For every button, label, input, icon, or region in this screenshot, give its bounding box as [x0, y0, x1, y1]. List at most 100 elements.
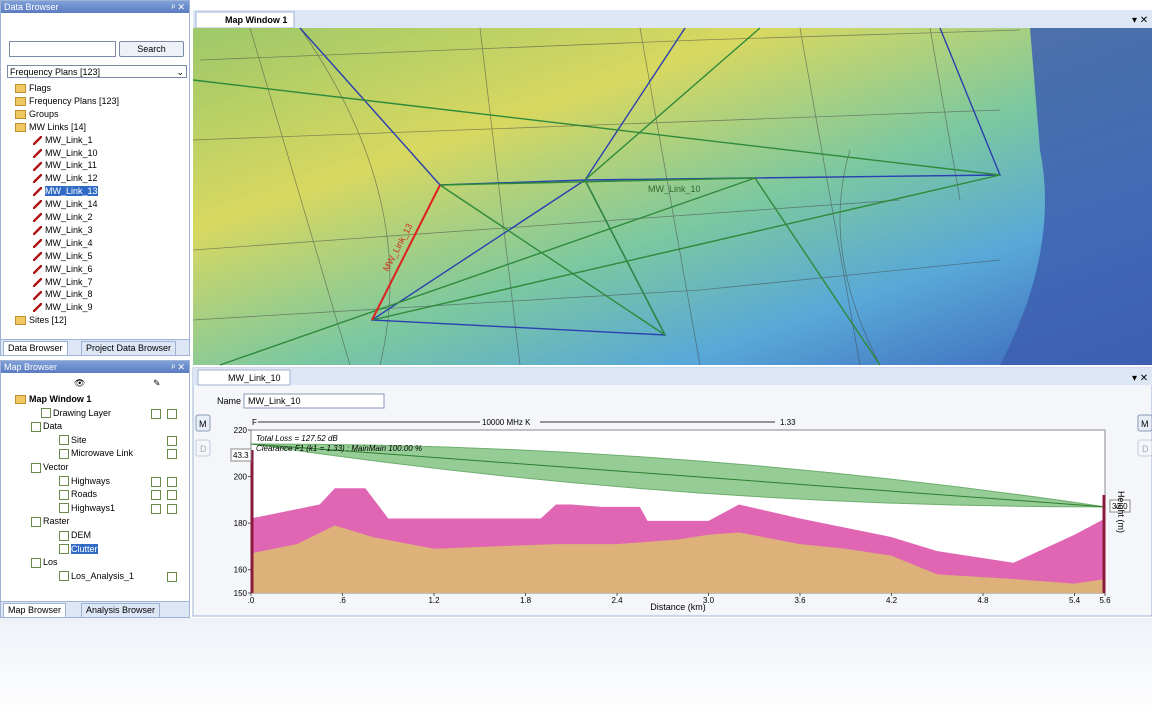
checkbox[interactable] [167, 476, 177, 487]
checkbox[interactable] [167, 408, 177, 419]
tree-item[interactable]: Map Window 1 [15, 393, 91, 405]
tree-item[interactable]: MW_Link_7 [33, 276, 93, 288]
tree-item[interactable]: Clutter [59, 543, 98, 555]
x-tick-label: 3.6 [794, 596, 806, 605]
tree-item[interactable]: MW_Link_4 [33, 237, 93, 249]
item-label: DEM [71, 530, 91, 540]
tree-item[interactable]: MW_Link_3 [33, 224, 93, 236]
checkbox[interactable] [151, 490, 161, 501]
tree-item[interactable]: Los [31, 556, 58, 568]
dropdown[interactable]: Frequency Plans [123] ⌄ [7, 65, 187, 78]
tree-item[interactable]: Data [31, 420, 62, 432]
m-button-label: M [199, 419, 207, 429]
tree-item[interactable]: Los_Analysis_1 [59, 570, 177, 582]
y-tick-label: 200 [234, 473, 248, 482]
tree-item[interactable]: MW_Link_10 [33, 147, 98, 159]
profile-close[interactable]: ▾ ✕ [1132, 373, 1148, 384]
links [192, 27, 1002, 366]
tree-item[interactable]: Microwave Link [59, 447, 177, 460]
panel-title: Map Browser ᵖ ✕ [1, 361, 189, 373]
height-box [230, 448, 252, 462]
tree-item[interactable]: MW_Link_1 [33, 134, 93, 146]
icon [59, 544, 69, 555]
search-input[interactable] [9, 41, 116, 57]
tree-item[interactable]: MW_Link_9 [33, 301, 93, 313]
eye-icon[interactable]: 👁 [74, 378, 86, 388]
map[interactable] [193, 28, 1152, 365]
tree-item[interactable]: Vector [31, 461, 69, 473]
m-button-label: M [1141, 419, 1149, 429]
tree-item[interactable]: MW_Link_5 [33, 250, 93, 262]
tree-item[interactable]: MW_Link_13 [33, 185, 98, 197]
tree-item[interactable]: MW_Link_2 [33, 211, 93, 223]
tree-item[interactable]: DEM [59, 529, 91, 541]
search-button[interactable]: Search [119, 41, 184, 57]
icon [15, 84, 26, 94]
tab-bar: Map Browser Analysis Browser [1, 601, 189, 618]
tree-item[interactable]: Raster [31, 515, 70, 528]
item-label: Roads [71, 489, 98, 500]
item-label: Los_Analysis_1 [71, 570, 135, 581]
tree-item[interactable]: Roads [59, 488, 177, 501]
tree-item[interactable]: MW_Link_8 [33, 288, 93, 300]
tab[interactable]: Project Data Browser [81, 341, 177, 356]
d-button[interactable] [1137, 439, 1152, 457]
checkbox[interactable] [167, 503, 177, 514]
icon [33, 213, 42, 223]
checkbox[interactable] [167, 571, 177, 582]
y-axis-label: Height (m) [1116, 491, 1126, 533]
m-button[interactable] [195, 414, 211, 432]
d-button-label: D [1142, 444, 1149, 454]
checkbox[interactable] [167, 490, 177, 501]
tree-item[interactable]: Highways1 [59, 502, 177, 514]
tree-item[interactable]: Drawing Layer [41, 407, 177, 419]
item-label: MW Links [14] [29, 121, 87, 132]
d-button[interactable] [195, 439, 211, 457]
tree-item[interactable]: MW_Link_14 [33, 198, 98, 210]
tree-item[interactable]: Groups [15, 108, 59, 120]
item-label: Map Window 1 [29, 394, 92, 404]
icon [15, 316, 26, 326]
tree-item[interactable]: Flags [15, 82, 51, 94]
item-label: Site [71, 434, 87, 445]
checkbox[interactable] [151, 503, 161, 514]
m-button[interactable] [1137, 414, 1152, 432]
checkbox[interactable] [167, 449, 177, 460]
tree-item[interactable]: Sites [12] [15, 314, 67, 326]
checkbox[interactable] [167, 435, 177, 446]
name-input[interactable] [243, 393, 385, 409]
item-label: MW_Link_7 [45, 276, 93, 287]
tab[interactable]: Map Browser [3, 603, 67, 618]
icon [59, 476, 69, 487]
item-label: MW_Link_10 [45, 147, 98, 158]
x-tick-label: 4.2 [886, 596, 898, 605]
tree-item[interactable]: MW_Link_12 [33, 172, 98, 184]
tab-bar: Data Browser Project Data Browser [1, 339, 189, 356]
icon [59, 530, 69, 541]
tree-item[interactable]: Highways [59, 475, 177, 487]
tab[interactable]: Data Browser [3, 341, 68, 356]
y-tick-label: 150 [234, 589, 248, 598]
tree-item[interactable]: MW Links [14] [15, 121, 86, 133]
checkbox[interactable] [151, 476, 161, 487]
tree-item[interactable]: Site [59, 434, 177, 446]
profile-tab[interactable] [197, 369, 291, 386]
tool-icon[interactable]: ✎ [153, 378, 161, 388]
tree-item[interactable]: Frequency Plans [123] [15, 95, 119, 107]
item-label: Data [43, 421, 63, 432]
icon [33, 187, 42, 197]
item-label: MW_Link_5 [45, 250, 93, 261]
icon [33, 148, 42, 158]
map-close[interactable]: ▾ ✕ [1132, 15, 1148, 26]
left-height: 43.3 [233, 451, 249, 460]
tab[interactable]: Analysis Browser [81, 603, 161, 618]
tree-item[interactable]: MW_Link_11 [33, 159, 97, 171]
item-label: MW_Link_11 [45, 160, 97, 171]
checkbox[interactable] [151, 408, 161, 419]
x-tick-label: 1.8 [520, 596, 532, 605]
tree-item[interactable]: MW_Link_6 [33, 263, 93, 275]
item-label: MW_Link_13 [45, 186, 98, 197]
profile-tab-label: MW_Link_10 [228, 373, 281, 383]
